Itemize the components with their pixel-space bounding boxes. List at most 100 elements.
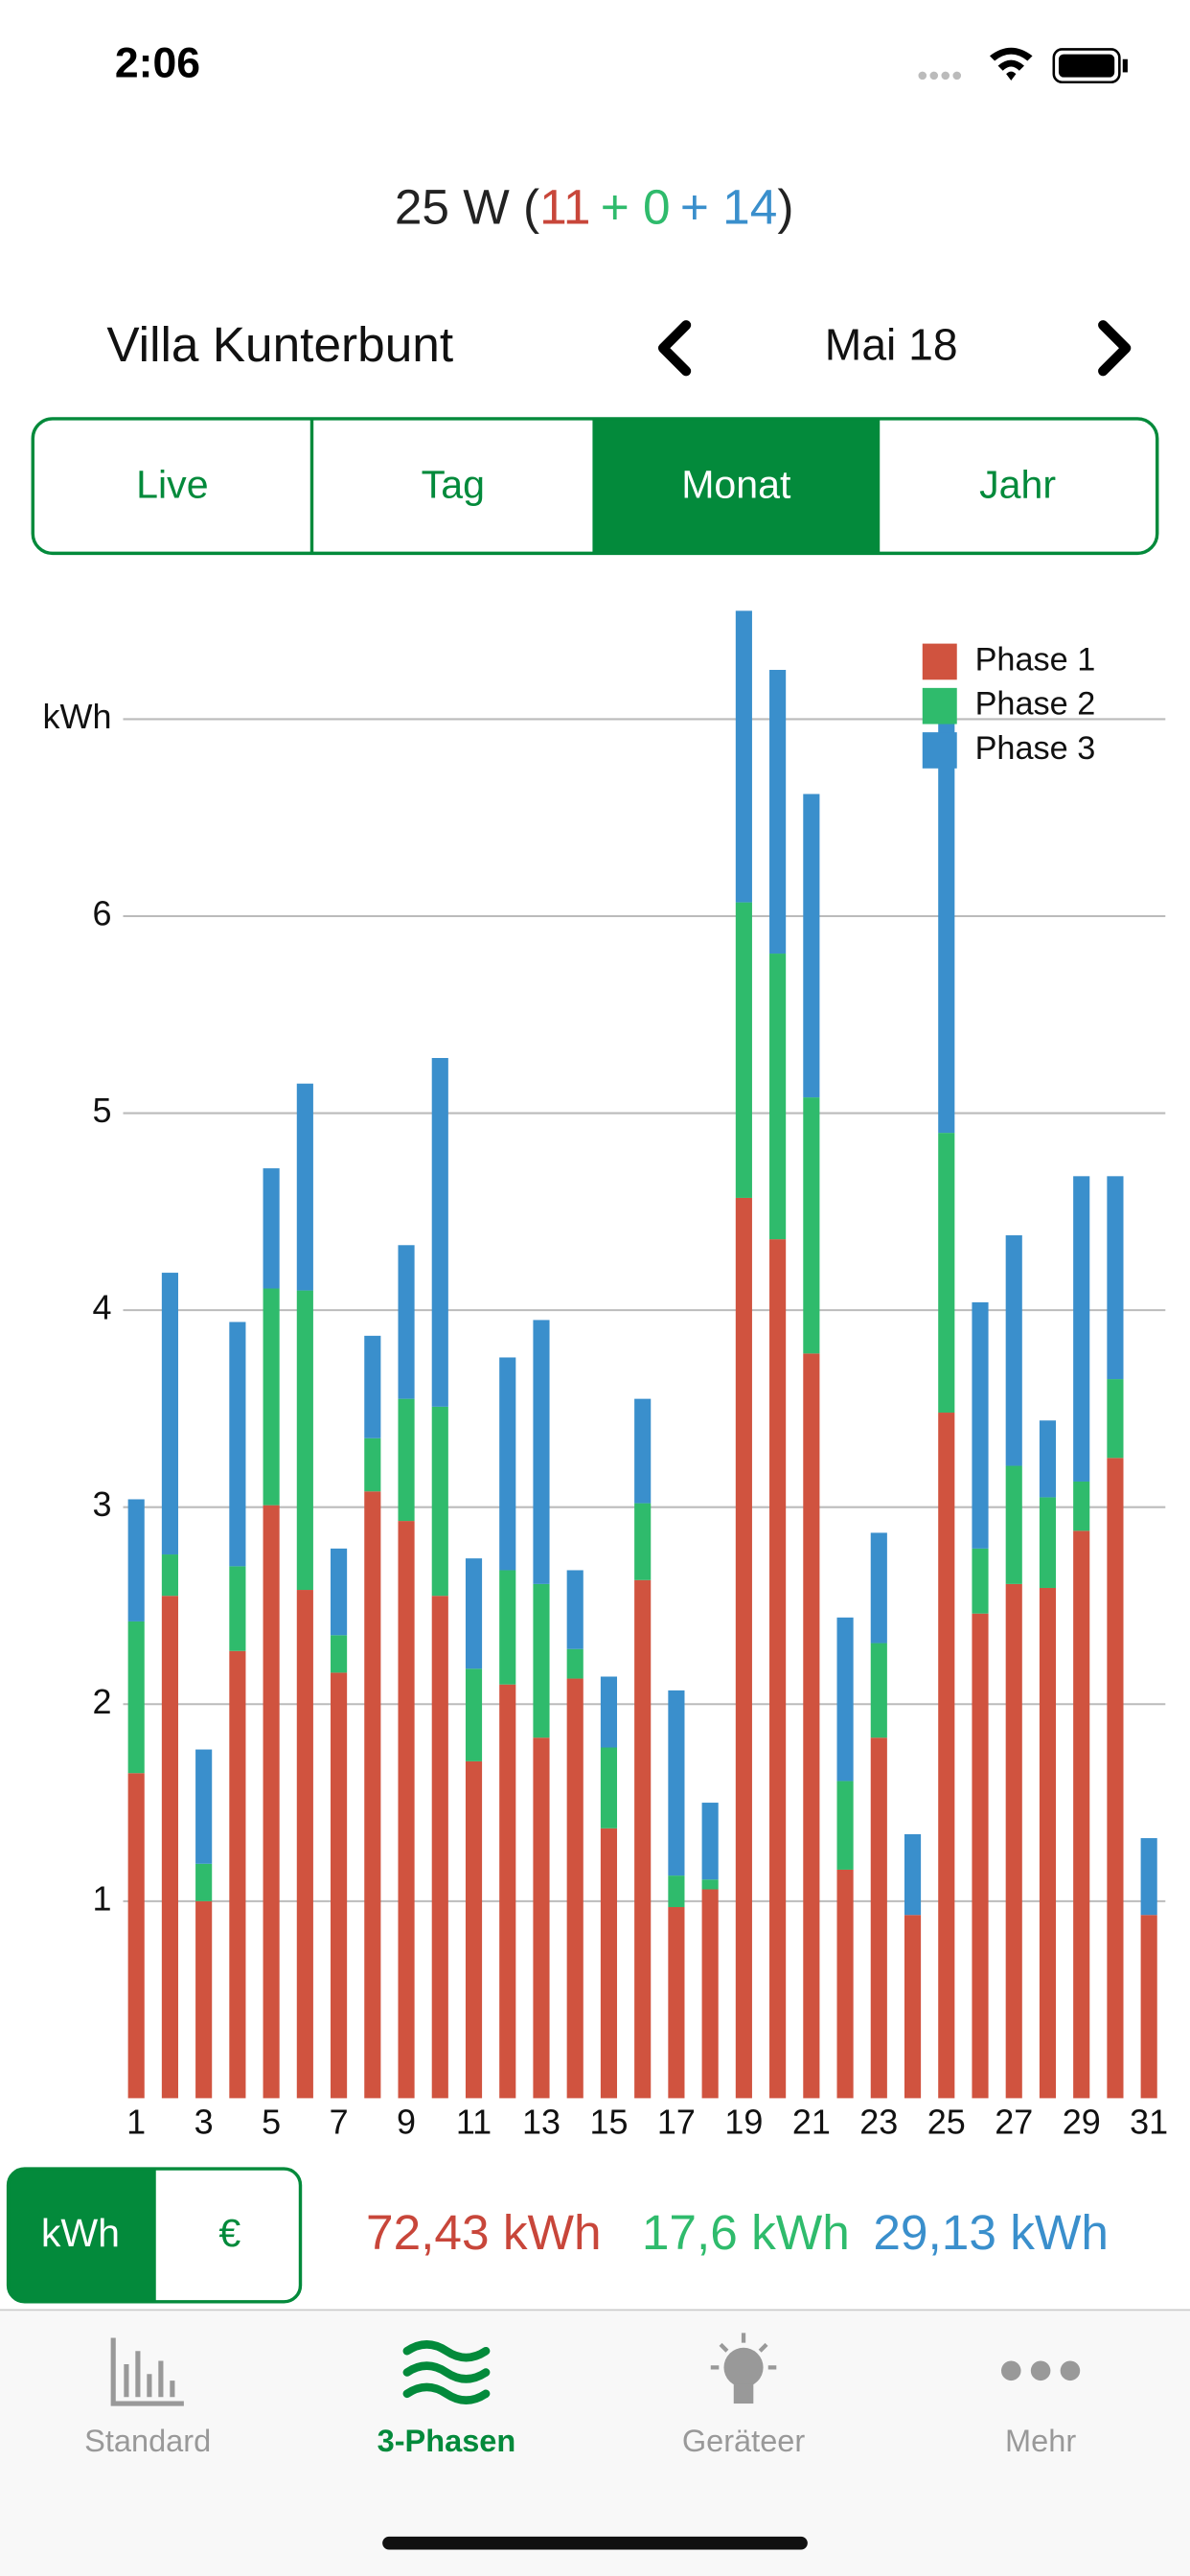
- icon-geraete[interactable]: [710, 2333, 777, 2404]
- bar-segment: [735, 902, 752, 1198]
- x-tick-label: 21: [792, 2102, 831, 2141]
- bar-segment: [938, 689, 955, 1134]
- unit-kwh-bg[interactable]: [8, 2169, 156, 2302]
- tab-standard[interactable]: Standard: [84, 2424, 211, 2458]
- status-time: 2:06: [115, 39, 200, 86]
- bar-segment: [499, 1357, 516, 1571]
- bar-segment: [398, 1398, 415, 1522]
- bar-segment: [1140, 1915, 1157, 2099]
- bar-segment: [161, 1554, 178, 1597]
- tab-1[interactable]: Tag: [422, 463, 485, 507]
- unit-toggle: kWh €: [6, 2167, 303, 2304]
- location: Villa Kunterbunt: [106, 316, 453, 372]
- bar-segment: [600, 1676, 618, 1748]
- bar-segment: [465, 1760, 483, 2099]
- bar-segment: [668, 1907, 685, 2099]
- power-header: 25 W (11 + 0 + 14): [395, 178, 794, 234]
- icon-3-phasen[interactable]: [402, 2340, 491, 2404]
- bar-segment: [803, 1353, 820, 2099]
- bar-segment: [972, 1613, 989, 2099]
- legend-swatch: [922, 643, 957, 680]
- bar-segment: [769, 954, 787, 1240]
- y-tick-label: 4: [92, 1288, 111, 1327]
- bar-segment: [364, 1491, 381, 2099]
- bar-segment: [870, 1643, 887, 1738]
- x-tick-label: 29: [1063, 2102, 1101, 2141]
- x-tick-label: 25: [927, 2102, 966, 2141]
- bar-segment: [1039, 1587, 1057, 2099]
- icon-mehr[interactable]: [1000, 2360, 1081, 2381]
- bar-segment: [769, 1239, 787, 2099]
- bar-segment: [870, 1737, 887, 2099]
- bar-segment: [1073, 1481, 1090, 1531]
- bar-segment: [364, 1438, 381, 1492]
- bar-segment: [331, 1672, 348, 2099]
- date: Mai 18: [825, 319, 958, 369]
- unit-euro[interactable]: €: [218, 2211, 240, 2255]
- bar-segment: [566, 1678, 584, 2099]
- bar-segment: [634, 1579, 652, 2099]
- tab-3[interactable]: Jahr: [979, 463, 1056, 507]
- bar-segment: [735, 610, 752, 903]
- bar-segment: [668, 1875, 685, 1908]
- power-phase-1: 11: [539, 178, 590, 234]
- tab-3-phasen[interactable]: 3-Phasen: [378, 2424, 516, 2458]
- legend-label: Phase 1: [975, 641, 1096, 678]
- segmented-control: Live Tag Monat Jahr: [31, 417, 1159, 556]
- legend-label: Phase 2: [975, 686, 1096, 723]
- bar-segment: [431, 1406, 448, 1597]
- x-tick-label: 13: [522, 2102, 561, 2141]
- bar-segment: [1107, 1458, 1124, 2099]
- total-phase-2: 17,6 kWh: [642, 2204, 850, 2260]
- bar-segment: [465, 1558, 483, 1669]
- bar-segment: [634, 1398, 652, 1504]
- bar-segment: [769, 670, 787, 954]
- x-tick-label: 31: [1130, 2102, 1168, 2141]
- tab-mehr[interactable]: Mehr: [1005, 2424, 1076, 2458]
- bar-segment: [566, 1648, 584, 1679]
- x-tick-label: 15: [589, 2102, 628, 2141]
- bar-segment: [600, 1828, 618, 2099]
- bar-segment: [499, 1684, 516, 2099]
- bar-segment: [127, 1621, 145, 1774]
- x-tick-label: 17: [657, 2102, 696, 2141]
- bar-segment: [161, 1273, 178, 1555]
- total-phase-1: 72,43 kWh: [366, 2204, 602, 2260]
- bar-segment: [1005, 1465, 1022, 1584]
- tab-geraete[interactable]: Geräteer: [682, 2424, 806, 2458]
- bar-segment: [668, 1690, 685, 1876]
- bar-segment: [533, 1737, 550, 2099]
- bar-segment: [836, 1781, 854, 1870]
- tab-2[interactable]: Monat: [681, 463, 791, 507]
- bar-segment: [533, 1583, 550, 1738]
- bar-segment: [127, 1499, 145, 1622]
- x-tick-label: 27: [995, 2102, 1033, 2141]
- tab-frame: [31, 417, 1159, 556]
- y-tick-label: 6: [92, 893, 111, 932]
- unit-kwh[interactable]: kWh: [41, 2211, 120, 2255]
- bar-segment: [735, 1197, 752, 2099]
- x-tick-label: 3: [195, 2102, 214, 2141]
- tab-bar: [0, 2310, 1190, 2576]
- bar-segment: [836, 1869, 854, 2099]
- bar-segment: [904, 1915, 922, 2099]
- bar-segment: [398, 1245, 415, 1399]
- bar-segment: [431, 1057, 448, 1407]
- bar-segment: [972, 1548, 989, 1614]
- bar-segment: [1073, 1176, 1090, 1482]
- y-tick-label: 2: [92, 1682, 111, 1721]
- x-tick-label: 5: [262, 2102, 281, 2141]
- home-indicator: [382, 2536, 808, 2550]
- icon-standard[interactable]: [110, 2337, 184, 2406]
- bar-segment: [972, 1301, 989, 1549]
- next-button[interactable]: [1098, 320, 1132, 377]
- bar-segment: [1107, 1176, 1124, 1380]
- tab-0[interactable]: Live: [136, 463, 208, 507]
- bar-segment: [803, 794, 820, 1098]
- prev-button[interactable]: [657, 320, 692, 377]
- bar-segment: [296, 1590, 313, 2099]
- bar-segment: [364, 1335, 381, 1438]
- bar-segment: [803, 1097, 820, 1354]
